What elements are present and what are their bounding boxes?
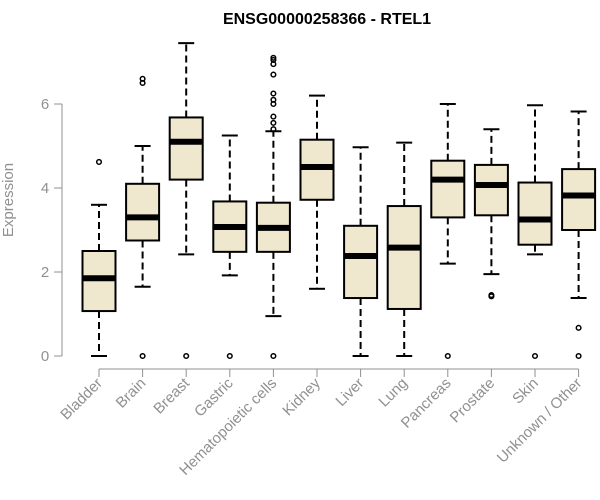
- chart-title: ENSG00000258366 - RTEL1: [223, 11, 431, 28]
- outlier-point: [270, 56, 277, 63]
- x-tick-label: Breast: [150, 374, 193, 417]
- outlier-point: [488, 292, 495, 299]
- outlier-point: [270, 71, 277, 78]
- outlier-point: [270, 113, 277, 120]
- iqr-box: [125, 182, 161, 242]
- y-tick-label: 0: [41, 348, 49, 365]
- y-axis: 0 2 4 6: [41, 96, 63, 365]
- x-tick-label: Kidney: [279, 374, 324, 419]
- y-tick-label: 4: [41, 180, 49, 197]
- iqr-box: [343, 224, 379, 300]
- box-brain: [125, 75, 161, 360]
- y-tick-label: 6: [41, 96, 49, 113]
- y-axis-label: Expression: [0, 163, 17, 237]
- x-tick-label: Bladder: [57, 375, 106, 424]
- outlier-point: [444, 352, 451, 360]
- outlier-point: [139, 352, 146, 360]
- outlier-point: [183, 352, 190, 360]
- y-tick-label: 2: [41, 264, 49, 281]
- x-tick-label: Prostate: [447, 375, 499, 427]
- outlier-point: [270, 352, 277, 360]
- box-hematopoietic-cells: [255, 54, 291, 360]
- box-liver: [343, 146, 379, 357]
- box-unknown-other: [561, 110, 597, 360]
- x-tick-label: Liver: [332, 375, 367, 410]
- outlier-point: [95, 158, 103, 166]
- x-tick-label: Lung: [375, 375, 411, 411]
- iqr-box: [168, 116, 204, 181]
- iqr-box: [473, 163, 509, 217]
- box-gastric: [212, 134, 248, 360]
- outlier-point: [531, 352, 539, 360]
- iqr-box: [430, 159, 466, 219]
- iqr-box: [561, 168, 597, 232]
- outlier-point: [270, 96, 277, 103]
- outlier-point: [270, 119, 277, 126]
- x-tick-label: Brain: [113, 375, 150, 412]
- box-breast: [168, 42, 204, 360]
- box-kidney: [299, 94, 335, 290]
- iqr-box: [517, 181, 553, 246]
- outlier-point: [270, 126, 277, 133]
- outlier-point: [139, 75, 146, 82]
- outlier-point: [270, 90, 277, 97]
- outlier-point: [575, 324, 582, 331]
- outlier-point: [270, 54, 277, 61]
- box-prostate: [473, 128, 509, 300]
- outlier-point: [575, 352, 582, 360]
- box-skin: [517, 104, 553, 360]
- box-pancreas: [430, 103, 466, 360]
- x-tick-label: Skin: [509, 375, 542, 408]
- box-lung: [386, 141, 422, 357]
- box-bladder: [81, 158, 117, 357]
- boxes-group: [81, 42, 597, 360]
- iqr-box: [386, 205, 422, 310]
- outlier-point: [226, 352, 233, 360]
